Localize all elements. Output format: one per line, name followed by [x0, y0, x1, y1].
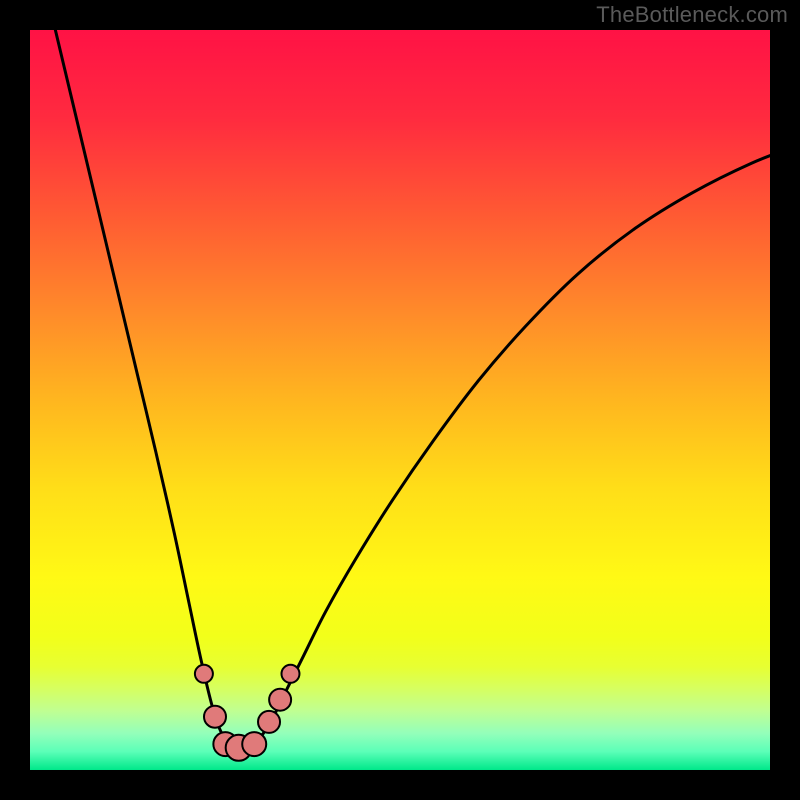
plot-area: [30, 30, 770, 770]
curve-marker: [258, 711, 280, 733]
stage: TheBottleneck.com: [0, 0, 800, 800]
curve-marker: [195, 665, 213, 683]
watermark-text: TheBottleneck.com: [596, 2, 788, 28]
curve-marker: [269, 689, 291, 711]
curve-marker: [242, 732, 266, 756]
curve-marker: [281, 665, 299, 683]
curve-marker: [204, 706, 226, 728]
chart-svg-layer: [30, 30, 770, 770]
bottleneck-curve: [45, 30, 770, 748]
